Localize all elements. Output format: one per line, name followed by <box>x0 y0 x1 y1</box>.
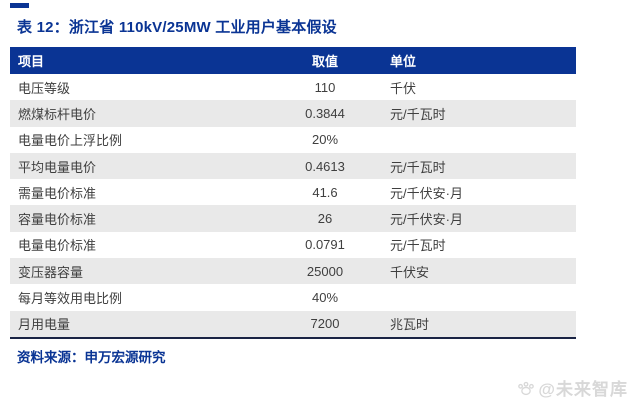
unit-cell: 千伏安 <box>390 264 430 280</box>
item-cell: 每月等效用电比例 <box>18 291 123 307</box>
table-row: 月用电量 7200 兆瓦时 <box>10 310 576 337</box>
value-cell: 110 <box>314 79 336 95</box>
assumptions-table: 项目 取值 单位 电压等级 110 千伏 燃煤标杆电价 0.3844 元/千瓦时… <box>10 47 576 339</box>
table-row: 燃煤标杆电价 0.3844 元/千瓦时 <box>10 100 576 127</box>
table-body: 电压等级 110 千伏 燃煤标杆电价 0.3844 元/千瓦时 电量电价上浮比例… <box>10 74 576 337</box>
value-cell: 26 <box>317 211 333 227</box>
unit-cell: 千伏 <box>390 80 417 96</box>
item-cell: 燃煤标杆电价 <box>18 106 97 122</box>
table-row: 电量电价标准 0.0791 元/千瓦时 <box>10 231 576 259</box>
value-cell: 20% <box>311 132 339 148</box>
top-rule-dash <box>10 3 29 8</box>
item-cell: 容量电价标准 <box>18 212 97 228</box>
value-cell: 7200 <box>310 316 340 332</box>
table-row: 变压器容量 25000 千伏安 <box>10 258 576 285</box>
table-row: 电量电价上浮比例 20% <box>10 126 576 153</box>
table-row: 容量电价标准 26 元/千伏安·月 <box>10 205 576 232</box>
value-cell: 0.4613 <box>305 158 345 174</box>
item-cell: 需量电价标准 <box>18 185 97 201</box>
table-row: 电压等级 110 千伏 <box>10 74 576 101</box>
unit-cell: 元/千伏安·月 <box>390 212 463 228</box>
column-header-item: 项目 <box>18 54 45 69</box>
unit-cell: 元/千瓦时 <box>390 238 446 254</box>
unit-cell: 元/千瓦时 <box>390 106 446 122</box>
unit-cell: 元/千瓦时 <box>390 159 446 175</box>
item-cell: 月用电量 <box>18 317 71 333</box>
value-cell: 0.0791 <box>305 237 345 253</box>
table-row: 每月等效用电比例 40% <box>10 284 576 311</box>
column-header-value: 取值 <box>311 54 338 69</box>
table-title: 表 12：浙江省 110kV/25MW 工业用户基本假设 <box>17 19 337 36</box>
table-row: 平均电量电价 0.4613 元/千瓦时 <box>10 152 576 180</box>
value-cell: 25000 <box>306 263 344 279</box>
column-header-unit: 单位 <box>390 54 417 69</box>
table-row: 需量电价标准 41.6 元/千伏安·月 <box>10 179 576 206</box>
item-cell: 电量电价上浮比例 <box>18 133 123 149</box>
table-header-row: 项目 取值 单位 <box>10 47 576 74</box>
watermark-text: @未来智库 <box>538 380 628 399</box>
paw-icon <box>516 378 536 398</box>
item-cell: 电量电价标准 <box>18 238 97 254</box>
unit-cell: 元/千伏安·月 <box>390 185 463 201</box>
item-cell: 平均电量电价 <box>18 159 97 175</box>
value-cell: 41.6 <box>312 184 338 200</box>
unit-cell: 兆瓦时 <box>390 317 430 333</box>
value-cell: 40% <box>311 290 339 306</box>
watermark: @未来智库 <box>516 375 628 400</box>
item-cell: 电压等级 <box>18 80 71 96</box>
source-note: 资料来源：申万宏源研究 <box>17 350 166 365</box>
item-cell: 变压器容量 <box>18 264 84 280</box>
value-cell: 0.3844 <box>305 105 345 121</box>
